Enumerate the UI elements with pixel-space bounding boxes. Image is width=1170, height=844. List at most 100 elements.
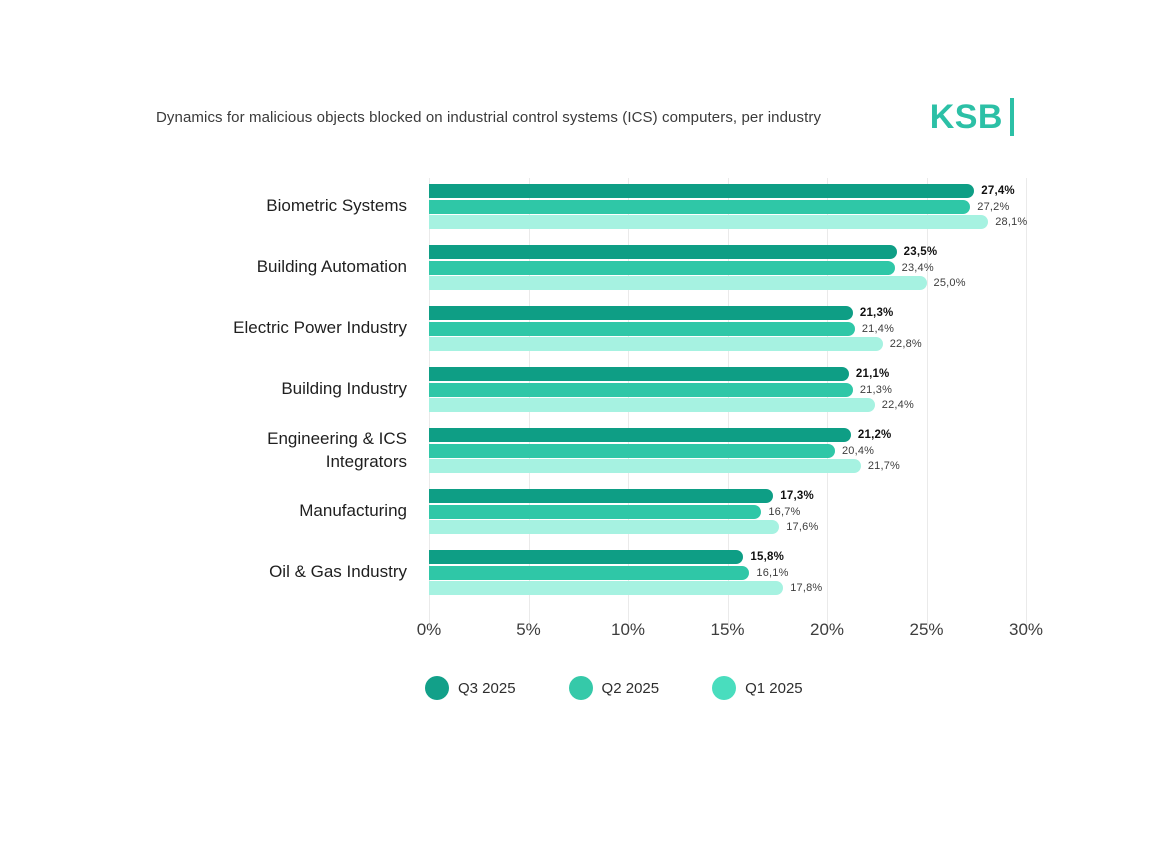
bar-value-label: 17,8% — [790, 582, 823, 594]
legend-swatch-icon — [712, 676, 737, 700]
gridline — [1026, 178, 1027, 627]
bar-row-q3-2025: 23,5% — [429, 245, 1026, 259]
category-label: Building Automation — [256, 257, 407, 277]
bar-q3-2025 — [429, 550, 744, 564]
bar-value-label: 23,5% — [903, 246, 938, 258]
bar-row-q1-2025: 25,0% — [429, 276, 1026, 290]
bar-value-label: 23,4% — [901, 261, 934, 274]
chart-title: Dynamics for malicious objects blocked o… — [156, 108, 822, 126]
bar-row-q1-2025: 21,7% — [429, 459, 1026, 473]
bar-q2-2025 — [429, 260, 895, 275]
bar-value-label: 21,1% — [855, 368, 890, 380]
bar-row-q1-2025: 22,4% — [429, 398, 1026, 412]
bar-group: 21,1% 21,3% 22,4% — [429, 367, 1026, 412]
bar-q1-2025 — [429, 215, 989, 229]
bar-group: 17,3% 16,7% 17,6% — [429, 489, 1026, 534]
bar-row-q2-2025: 21,3% — [429, 382, 1026, 397]
bar-group: 23,5% 23,4% 25,0% — [429, 245, 1026, 290]
bar-q2-2025 — [429, 443, 835, 458]
category-label: Engineering & ICS Integrators — [267, 429, 407, 471]
bar-value-label: 17,3% — [780, 490, 814, 502]
bar-row-q3-2025: 21,3% — [429, 306, 1026, 320]
bar-q3-2025 — [429, 306, 853, 320]
bar-groups: 27,4% 27,2% 28,1% 23,5% 23,4% 25,0% 21,3% 21,4%… — [429, 184, 1028, 595]
bar-value-label: 16,7% — [768, 505, 801, 518]
bar-row-q2-2025: 23,4% — [429, 260, 1026, 275]
category-labels-column: Biometric Systems Building Automation Elec… — [156, 178, 429, 627]
bar-q1-2025 — [429, 276, 927, 290]
x-axis-tick-label: 10% — [610, 620, 646, 639]
bar-value-label: 21,4% — [861, 322, 895, 335]
header: Dynamics for malicious objects blocked o… — [156, 98, 1014, 136]
bar-row-q3-2025: 21,1% — [429, 367, 1026, 381]
legend-item-q3-2025: Q3 2025 — [425, 676, 516, 700]
bar-q2-2025 — [429, 504, 762, 519]
legend-swatch-icon — [425, 676, 449, 700]
bar-q3-2025 — [429, 428, 851, 442]
plot-area: 27,4% 27,2% 28,1% 23,5% 23,4% 25,0% 21,3% 21,4%… — [429, 178, 1028, 627]
bar-value-label: 21,3% — [859, 307, 894, 319]
x-axis-tick-label: 30% — [1008, 620, 1044, 639]
category-label: Manufacturing — [299, 501, 407, 521]
bar-group: 21,3% 21,4% 22,8% — [429, 306, 1026, 351]
bar-chart: Biometric Systems Building Automation Elec… — [156, 178, 1028, 627]
bar-q2-2025 — [429, 382, 853, 397]
bar-q1-2025 — [429, 581, 784, 595]
bar-row-q3-2025: 21,2% — [429, 428, 1026, 442]
category-label: Biometric Systems — [266, 196, 407, 216]
bar-q3-2025 — [429, 245, 897, 259]
x-axis: 0% 5% 10% 15% 20% 25% 30% — [417, 620, 1043, 644]
category-label: Electric Power Industry — [233, 318, 407, 338]
bar-value-label: 20,4% — [841, 444, 875, 457]
bar-q3-2025 — [429, 184, 975, 198]
bar-row-q1-2025: 17,8% — [429, 581, 1026, 595]
bar-group: 15,8% 16,1% 17,8% — [429, 550, 1026, 595]
bar-value-label: 21,3% — [859, 383, 893, 396]
bar-q1-2025 — [429, 520, 780, 534]
bar-row-q2-2025: 16,7% — [429, 504, 1026, 519]
x-axis-tick-label: 15% — [710, 620, 745, 639]
bar-q1-2025 — [429, 398, 875, 412]
legend-item-q1-2025: Q1 2025 — [712, 676, 803, 700]
legend: Q3 2025 Q2 2025 Q1 2025 — [425, 676, 803, 700]
bar-row-q2-2025: 16,1% — [429, 565, 1026, 580]
bar-row-q3-2025: 17,3% — [429, 489, 1026, 503]
bar-row-q3-2025: 27,4% — [429, 184, 1026, 198]
bar-row-q1-2025: 22,8% — [429, 337, 1026, 351]
bar-value-label: 22,8% — [889, 338, 922, 350]
bar-value-label: 16,1% — [756, 566, 789, 579]
x-axis-tick-label: 0% — [416, 620, 442, 639]
x-axis-tick-label: 5% — [516, 620, 541, 639]
bar-q3-2025 — [429, 489, 774, 503]
bar-value-label: 15,8% — [750, 551, 785, 563]
bar-q1-2025 — [429, 337, 883, 351]
bar-value-label: 22,4% — [881, 399, 914, 411]
ksb-logo-text: KSB — [929, 98, 1003, 136]
logo-cursor-bar-icon — [1010, 98, 1014, 136]
ksb-logo: KSB — [930, 98, 1014, 136]
bar-row-q1-2025: 28,1% — [429, 215, 1028, 229]
gridline — [926, 178, 928, 627]
bar-value-label: 28,1% — [995, 216, 1028, 228]
bar-value-label: 17,6% — [786, 521, 819, 533]
bar-q2-2025 — [429, 199, 971, 214]
bar-value-label: 27,2% — [977, 200, 1010, 213]
x-axis-tick-label: 20% — [809, 620, 845, 639]
bar-row-q3-2025: 15,8% — [429, 550, 1026, 564]
category-label: Oil & Gas Industry — [269, 562, 407, 582]
bar-group: 27,4% 27,2% 28,1% — [429, 184, 1028, 229]
bar-value-label: 21,7% — [867, 460, 901, 472]
x-axis-tick-label: 25% — [909, 620, 944, 639]
bar-value-label: 21,2% — [857, 429, 892, 441]
bar-q2-2025 — [429, 565, 750, 580]
category-label: Building Industry — [281, 379, 407, 399]
bar-row-q1-2025: 17,6% — [429, 520, 1026, 534]
legend-item-q2-2025: Q2 2025 — [568, 676, 659, 700]
legend-label: Q3 2025 — [458, 679, 516, 697]
bar-row-q2-2025: 27,2% — [429, 199, 1026, 214]
bar-row-q2-2025: 20,4% — [429, 443, 1026, 458]
bar-q1-2025 — [429, 459, 861, 473]
bar-q3-2025 — [429, 367, 849, 381]
legend-label: Q1 2025 — [745, 679, 803, 697]
